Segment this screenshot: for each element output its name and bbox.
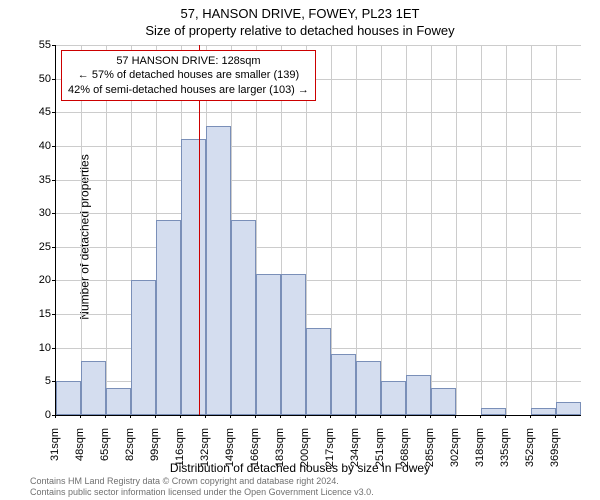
callout-line3: 42% of semi-detached houses are larger (… [68,83,309,97]
y-tick-label: 15 [26,308,51,320]
footer-line1: Contains HM Land Registry data © Crown c… [30,476,374,487]
histogram-bar [206,126,231,415]
y-tick-label: 55 [26,39,51,51]
histogram-bar [531,408,556,415]
y-tick-label: 20 [26,274,51,286]
x-tick-label: 369sqm [549,428,561,468]
x-tick-label: 166sqm [249,428,261,468]
y-tick-label: 40 [26,140,51,152]
x-tick-label: 149sqm [224,428,236,468]
y-tick-label: 50 [26,73,51,85]
footer-line2: Contains public sector information licen… [30,487,374,498]
x-tick-label: 302sqm [449,428,461,468]
x-tick-label: 99sqm [149,428,161,468]
histogram-bar [81,361,106,415]
histogram-bar [306,328,331,415]
x-tick-label: 48sqm [74,428,86,468]
x-tick-label: 82sqm [124,428,136,468]
x-tick-label: 132sqm [199,428,211,468]
x-tick-label: 268sqm [399,428,411,468]
callout-line2: ← 57% of detached houses are smaller (13… [68,68,309,82]
x-tick-label: 285sqm [424,428,436,468]
y-tick-label: 25 [26,241,51,253]
histogram-bar [231,220,256,415]
histogram-bar [131,280,156,415]
histogram-bar [181,139,206,415]
histogram-bar [431,388,456,415]
callout-line1: 57 HANSON DRIVE: 128sqm [68,54,309,68]
histogram-bar [406,375,431,415]
x-tick-label: 116sqm [174,428,186,468]
histogram-bar [156,220,181,415]
chart-title: 57, HANSON DRIVE, FOWEY, PL23 1ET [0,0,600,21]
x-tick-label: 200sqm [299,428,311,468]
histogram-bar [356,361,381,415]
histogram-bar [281,274,306,415]
chart-container: 57, HANSON DRIVE, FOWEY, PL23 1ET Size o… [0,0,600,500]
histogram-bar [106,388,131,415]
x-tick-label: 335sqm [499,428,511,468]
histogram-bar [256,274,281,415]
y-tick-label: 10 [26,342,51,354]
x-tick-label: 31sqm [49,428,61,468]
callout-box: 57 HANSON DRIVE: 128sqm← 57% of detached… [61,50,316,101]
x-tick-label: 251sqm [374,428,386,468]
histogram-bar [481,408,506,415]
y-tick-label: 30 [26,207,51,219]
x-tick-label: 65sqm [99,428,111,468]
chart-subtitle: Size of property relative to detached ho… [0,21,600,38]
histogram-bar [381,381,406,415]
x-tick-label: 217sqm [324,428,336,468]
histogram-bar [56,381,81,415]
x-tick-label: 234sqm [349,428,361,468]
y-tick-label: 5 [26,375,51,387]
x-tick-label: 183sqm [274,428,286,468]
chart-plot-area: 57 HANSON DRIVE: 128sqm← 57% of detached… [55,45,581,416]
footer-attribution: Contains HM Land Registry data © Crown c… [30,476,374,498]
histogram-bar [556,402,581,415]
y-tick-label: 0 [26,409,51,421]
y-tick-label: 45 [26,106,51,118]
y-tick-label: 35 [26,174,51,186]
x-tick-label: 318sqm [474,428,486,468]
x-tick-label: 352sqm [524,428,536,468]
histogram-bar [331,354,356,415]
